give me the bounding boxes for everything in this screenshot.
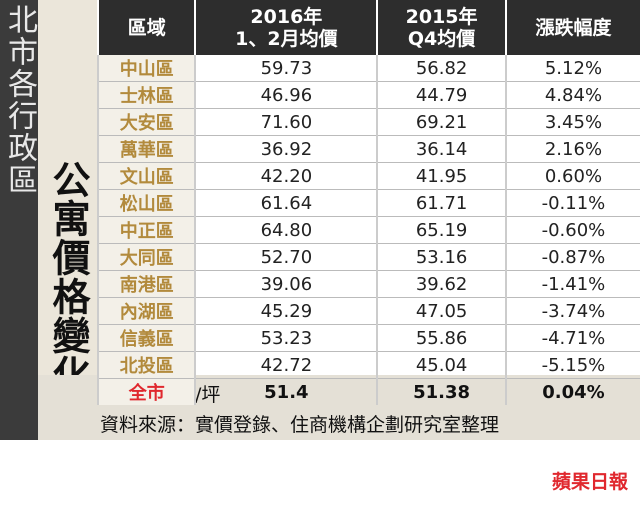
value-cell: 0.60% <box>504 162 640 190</box>
value-cell: -4.71% <box>504 324 640 352</box>
data-row: 北投區 42.72 45.04 -5.15% <box>96 351 640 379</box>
value-cell: 55.86 <box>376 324 506 352</box>
value-cell: 45.04 <box>376 351 506 379</box>
value-cell: 53.16 <box>376 243 506 271</box>
value-cell: 0.04% <box>504 378 640 405</box>
region-cell: 大同區 <box>96 243 196 271</box>
value-cell: 42.72 <box>194 351 378 379</box>
value-cell: 2.16% <box>504 135 640 163</box>
data-row: 南港區 39.06 39.62 -1.41% <box>96 270 640 298</box>
value-cell: 41.95 <box>376 162 506 190</box>
value-cell: -5.15% <box>504 351 640 379</box>
value-cell: 52.70 <box>194 243 378 271</box>
header-line: 1、2月均價 <box>235 27 338 50</box>
data-row: 中山區 59.73 56.82 5.12% <box>96 55 640 82</box>
price-table: 區域 2016年 1、2月均價 2015年 Q4均價 漲跌幅度 中山區 59.73 56.82… <box>96 0 640 405</box>
region-cell: 信義區 <box>96 324 196 352</box>
value-cell: -3.74% <box>504 297 640 325</box>
column-header: 2016年 1、2月均價 <box>194 0 378 55</box>
region-cell: 內湖區 <box>96 297 196 325</box>
note: 資料來源：實價登錄、住商機構企劃研究室整理 <box>100 414 500 436</box>
logo: 蘋果日報 <box>551 471 628 493</box>
value-cell: 64.80 <box>194 216 378 244</box>
data-row: 信義區 53.23 55.86 -4.71% <box>96 324 640 352</box>
side-panel <box>0 0 38 440</box>
data-row: 大同區 52.70 53.16 -0.87% <box>96 243 640 271</box>
value-cell: 61.71 <box>376 189 506 217</box>
value-cell: 51.4 <box>194 378 378 405</box>
data-row: 大安區 71.60 69.21 3.45% <box>96 108 640 136</box>
region-cell: 松山區 <box>96 189 196 217</box>
value-cell: 56.82 <box>376 55 506 82</box>
value-cell: 36.14 <box>376 135 506 163</box>
column-header: 漲跌幅度 <box>504 0 640 55</box>
region-cell: 士林區 <box>96 81 196 109</box>
value-cell: 42.20 <box>194 162 378 190</box>
data-row: 內湖區 45.29 47.05 -3.74% <box>96 297 640 325</box>
value-cell: -0.60% <box>504 216 640 244</box>
header-line: 漲跌幅度 <box>535 16 612 39</box>
value-cell: 44.79 <box>376 81 506 109</box>
value-cell: 45.29 <box>194 297 378 325</box>
data-row: 中正區 64.80 65.19 -0.60% <box>96 216 640 244</box>
region-cell: 全市 <box>96 378 196 405</box>
region-cell: 南港區 <box>96 270 196 298</box>
side-title: 北市各行政區 <box>2 4 37 196</box>
header-line: Q4均價 <box>407 27 476 50</box>
title-panel <box>38 0 97 375</box>
header-line: 區域 <box>127 16 166 39</box>
value-cell: 4.84% <box>504 81 640 109</box>
value-cell: 47.05 <box>376 297 506 325</box>
value-cell: 51.38 <box>376 378 506 405</box>
value-cell: 36.92 <box>194 135 378 163</box>
value-cell: 5.12% <box>504 55 640 82</box>
value-cell: 3.45% <box>504 108 640 136</box>
data-row: 士林區 46.96 44.79 4.84% <box>96 81 640 109</box>
data-row: 松山區 61.64 61.71 -0.11% <box>96 189 640 217</box>
region-cell: 中山區 <box>96 55 196 82</box>
region-cell: 文山區 <box>96 162 196 190</box>
value-cell: 59.73 <box>194 55 378 82</box>
value-cell: 46.96 <box>194 81 378 109</box>
region-cell: 大安區 <box>96 108 196 136</box>
header-line: 2016年 <box>250 5 323 28</box>
data-row: 萬華區 36.92 36.14 2.16% <box>96 135 640 163</box>
column-header: 2015年 Q4均價 <box>376 0 506 55</box>
column-header: 區域 <box>96 0 196 55</box>
value-cell: -1.41% <box>504 270 640 298</box>
value-cell: 69.21 <box>376 108 506 136</box>
value-cell: -0.11% <box>504 189 640 217</box>
header-row: 區域 2016年 1、2月均價 2015年 Q4均價 漲跌幅度 <box>96 0 640 55</box>
header-line: 2015年 <box>405 5 478 28</box>
value-cell: 39.06 <box>194 270 378 298</box>
value-cell: 65.19 <box>376 216 506 244</box>
value-cell: 61.64 <box>194 189 378 217</box>
total-row: 全市 51.4 51.38 0.04% <box>96 378 640 405</box>
region-cell: 萬華區 <box>96 135 196 163</box>
table-body: 中山區 59.73 56.82 5.12% 士林區 46.96 44.79 4.84% 大安區 7… <box>96 55 640 405</box>
value-cell: 39.62 <box>376 270 506 298</box>
region-cell: 北投區 <box>96 351 196 379</box>
value-cell: -0.87% <box>504 243 640 271</box>
value-cell: 53.23 <box>194 324 378 352</box>
region-cell: 中正區 <box>96 216 196 244</box>
main-title: 公寓價格變化 <box>46 160 90 394</box>
data-row: 文山區 42.20 41.95 0.60% <box>96 162 640 190</box>
value-cell: 71.60 <box>194 108 378 136</box>
